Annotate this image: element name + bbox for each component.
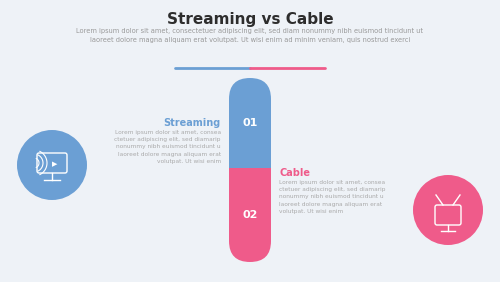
Bar: [229, 164, 271, 168]
Circle shape: [413, 175, 483, 245]
Bar: [229, 168, 271, 189]
Text: Lorem ipsum dolor sit amet, consea
ctetuer adipiscing elit, sed diamarip
nonummy: Lorem ipsum dolor sit amet, consea ctetu…: [114, 130, 221, 164]
Text: Lorem ipsum dolor sit amet, consectetuer adipiscing elit, sed diam nonummy nibh : Lorem ipsum dolor sit amet, consectetuer…: [76, 28, 424, 43]
Text: 02: 02: [242, 210, 258, 220]
FancyBboxPatch shape: [229, 168, 271, 262]
Bar: [229, 166, 271, 170]
Text: ▶: ▶: [52, 161, 58, 167]
Text: Streaming vs Cable: Streaming vs Cable: [166, 12, 334, 27]
FancyBboxPatch shape: [229, 78, 271, 168]
Bar: [229, 147, 271, 168]
Text: 01: 01: [242, 118, 258, 128]
Text: Streaming: Streaming: [164, 118, 221, 128]
Bar: [229, 168, 271, 172]
Circle shape: [17, 130, 87, 200]
Text: Lorem ipsum dolor sit amet, consea
ctetuer adipiscing elit, sed diamarip
nonummy: Lorem ipsum dolor sit amet, consea ctetu…: [279, 180, 386, 214]
Text: Cable: Cable: [279, 168, 310, 178]
